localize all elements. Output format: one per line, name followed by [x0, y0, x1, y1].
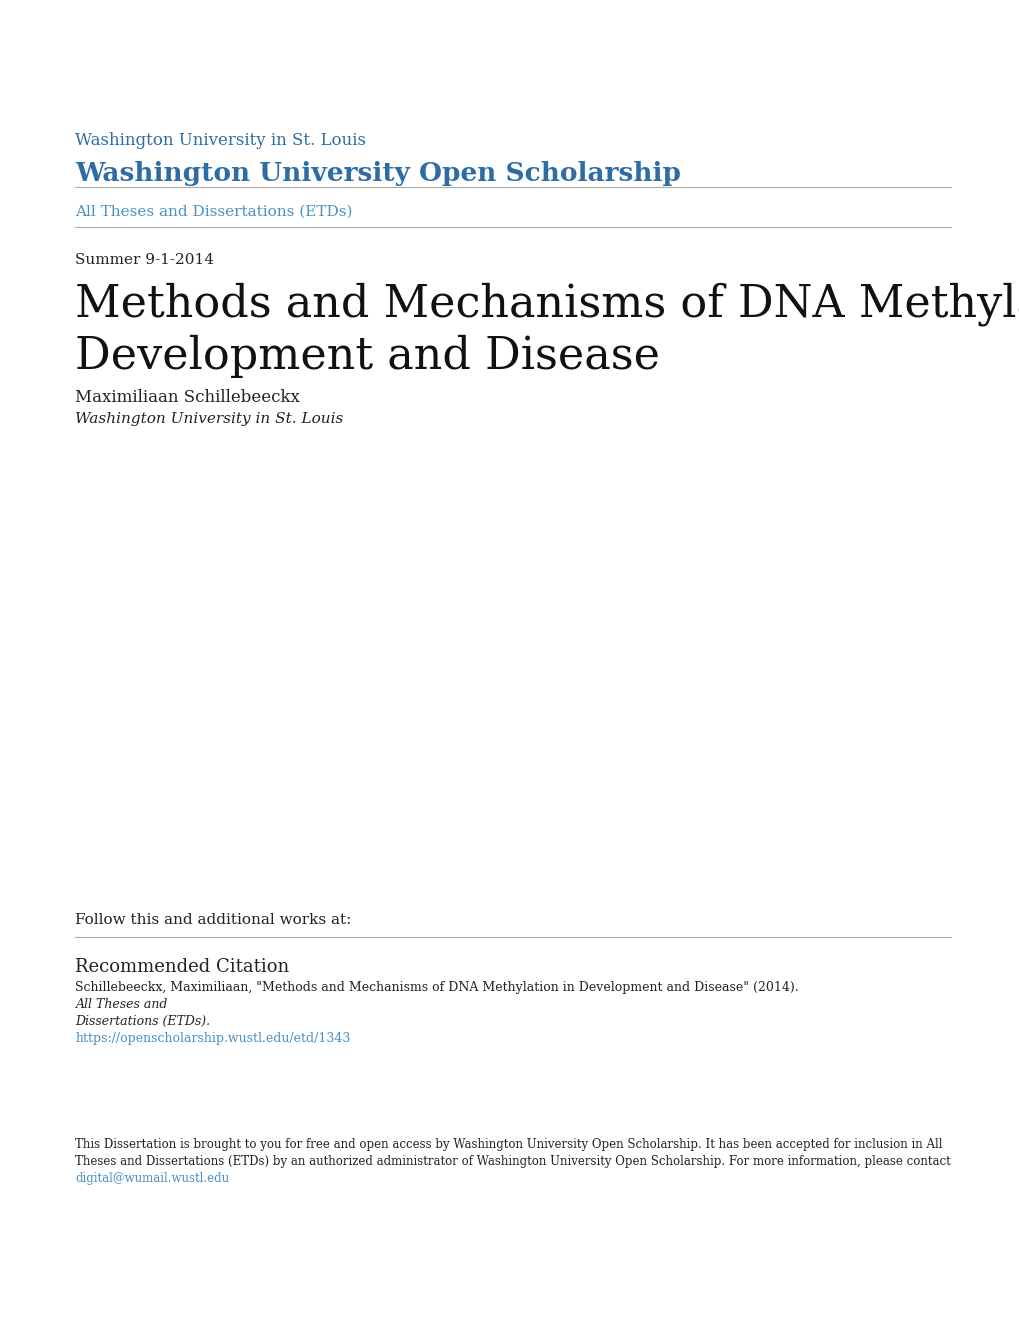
Text: All Theses and: All Theses and: [75, 998, 168, 1011]
Text: Methods and Mechanisms of DNA Methylation in: Methods and Mechanisms of DNA Methylatio…: [75, 282, 1019, 326]
Text: All Theses and Dissertations (ETDs): All Theses and Dissertations (ETDs): [75, 205, 353, 219]
Text: Follow this and additional works at:: Follow this and additional works at:: [75, 913, 357, 928]
Text: Maximiliaan Schillebeeckx: Maximiliaan Schillebeeckx: [75, 389, 300, 407]
Text: https://openscholarship.wustl.edu/etd/1343: https://openscholarship.wustl.edu/etd/13…: [75, 1032, 351, 1045]
Text: Recommended Citation: Recommended Citation: [75, 958, 289, 977]
Text: Development and Disease: Development and Disease: [75, 335, 660, 379]
Text: Washington University in St. Louis: Washington University in St. Louis: [75, 412, 343, 426]
Text: This Dissertation is brought to you for free and open access by Washington Unive: This Dissertation is brought to you for …: [75, 1138, 942, 1151]
Text: Schillebeeckx, Maximiliaan, "Methods and Mechanisms of DNA Methylation in Develo: Schillebeeckx, Maximiliaan, "Methods and…: [75, 981, 802, 994]
Text: Washington University Open Scholarship: Washington University Open Scholarship: [75, 161, 681, 186]
Text: Dissertations (ETDs).: Dissertations (ETDs).: [75, 1015, 210, 1028]
Text: Summer 9-1-2014: Summer 9-1-2014: [75, 253, 214, 268]
Text: Washington University in St. Louis: Washington University in St. Louis: [75, 132, 366, 149]
Text: digital@wumail.wustl.edu: digital@wumail.wustl.edu: [75, 1172, 229, 1185]
Text: Theses and Dissertations (ETDs) by an authorized administrator of Washington Uni: Theses and Dissertations (ETDs) by an au…: [75, 1155, 951, 1168]
